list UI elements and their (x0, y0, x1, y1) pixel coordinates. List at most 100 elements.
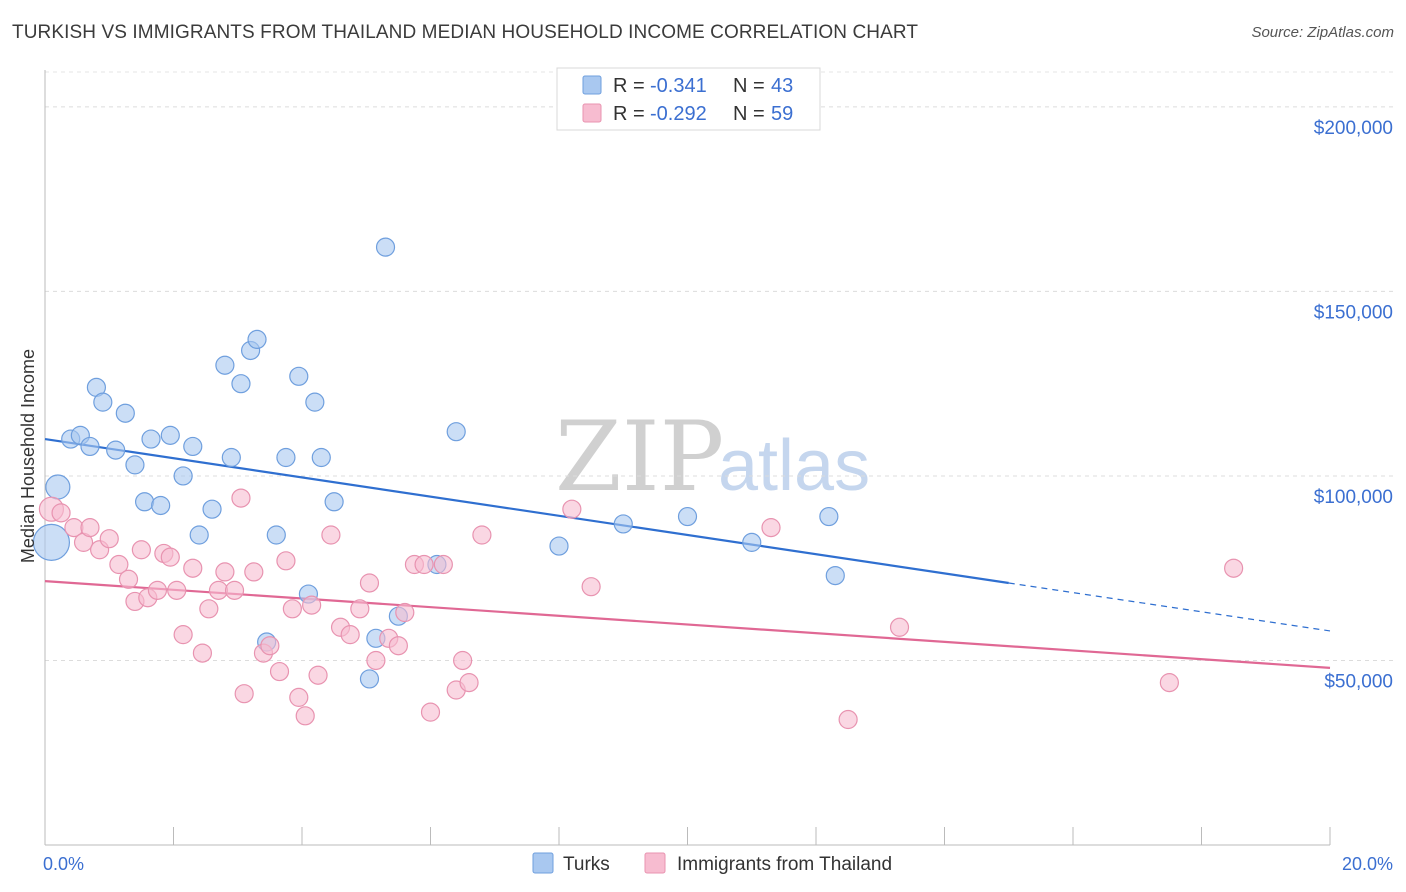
x-tick-label-max: 20.0% (1342, 854, 1393, 874)
x-tick-label-min: 0.0% (43, 854, 84, 874)
legend-r-value-turks: -0.341 (650, 75, 707, 97)
legend-swatch-turks (582, 75, 602, 95)
legend-r-label-thailand: R = (613, 103, 645, 125)
y-axis-label: Median Household Income (18, 349, 38, 563)
point-turks (32, 523, 71, 561)
point-turks (324, 492, 344, 512)
point-thailand (581, 577, 601, 597)
point-thailand (276, 551, 296, 571)
point-thailand (167, 580, 187, 600)
chart-title: TURKISH VS IMMIGRANTS FROM THAILAND MEDI… (12, 22, 919, 43)
point-thailand (199, 599, 219, 619)
point-thailand (359, 573, 380, 593)
point-turks (80, 436, 100, 457)
point-thailand (231, 488, 251, 508)
point-turks (305, 392, 325, 412)
point-thailand (192, 643, 213, 663)
point-thailand (131, 540, 151, 560)
point-thailand (388, 636, 408, 656)
point-thailand (118, 569, 139, 589)
point-thailand (562, 499, 582, 519)
point-thailand (282, 599, 302, 619)
point-thailand (321, 525, 341, 545)
point-turks (311, 447, 331, 468)
point-turks (151, 495, 171, 516)
stats-legend: R = -0.341 N = 43 R = -0.292 N = 59 (556, 67, 821, 131)
point-turks (93, 392, 113, 412)
point-thailand (395, 602, 415, 623)
point-turks (160, 425, 180, 445)
point-thailand (459, 673, 479, 693)
point-turks (189, 525, 209, 545)
point-turks (289, 366, 309, 386)
trend-lines (44, 437, 1331, 669)
point-turks (677, 506, 698, 527)
source-label: Source: ZipAtlas.com (1251, 24, 1394, 41)
y-tick-label: $50,000 (1324, 671, 1393, 692)
point-turks (742, 532, 762, 552)
point-thailand (1159, 673, 1179, 693)
point-turks (215, 355, 235, 375)
point-thailand (295, 706, 315, 726)
point-turks (115, 403, 135, 423)
legend-n-label-thailand: N = (733, 103, 765, 125)
point-thailand (889, 617, 910, 637)
point-thailand (224, 580, 245, 600)
point-thailand (269, 661, 290, 682)
point-thailand (234, 684, 254, 704)
trend-line-turks-extension (1008, 582, 1331, 632)
point-thailand (51, 503, 71, 523)
point-thailand (366, 650, 386, 671)
point-thailand (761, 518, 781, 538)
point-thailand (472, 525, 492, 545)
legend-n-value-thailand: 59 (771, 103, 793, 125)
series-legend-swatch-turks (532, 852, 554, 874)
axes: $50,000 $100,000 $150,000 $200,000 0.0% 20.0% (43, 70, 1393, 874)
point-turks (202, 499, 222, 519)
legend-swatch-thailand (582, 103, 602, 123)
point-turks (221, 447, 241, 468)
watermark-zip: ZIP (555, 401, 724, 513)
series-legend-label-thailand: Immigrants from Thailand (677, 854, 892, 875)
point-turks (613, 514, 633, 534)
legend-n-value-turks: 43 (771, 75, 793, 97)
watermark: ZIP atlas (555, 401, 870, 513)
point-thailand (173, 625, 193, 645)
point-thailand (308, 665, 328, 685)
data-points (32, 237, 1244, 730)
point-thailand (302, 595, 322, 615)
point-turks (549, 536, 569, 556)
point-turks (141, 429, 161, 449)
point-thailand (350, 599, 370, 619)
legend-r-value-thailand: -0.292 (650, 103, 707, 125)
point-thailand (1224, 558, 1244, 578)
point-thailand (147, 580, 168, 600)
point-thailand (340, 625, 360, 645)
point-turks (125, 455, 145, 475)
point-thailand (838, 709, 858, 730)
point-thailand (215, 562, 235, 582)
point-turks (183, 436, 203, 457)
point-turks (247, 329, 267, 350)
point-turks (819, 506, 839, 527)
series-legend-label-turks: Turks (563, 854, 610, 875)
series-legend-swatch-thailand (644, 852, 666, 874)
point-turks (359, 669, 380, 689)
y-tick-label: $200,000 (1314, 118, 1393, 139)
point-turks (45, 474, 71, 500)
point-thailand (160, 547, 180, 567)
point-turks (134, 492, 155, 512)
point-thailand (260, 636, 280, 656)
point-thailand (433, 554, 453, 575)
legend-r-label-turks: R = (613, 75, 645, 97)
point-turks (106, 440, 126, 460)
point-thailand (289, 687, 309, 707)
point-turks (173, 466, 193, 486)
legend-n-label-turks: N = (733, 75, 765, 97)
point-turks (446, 422, 466, 442)
y-tick-label: $150,000 (1314, 302, 1393, 323)
point-thailand (183, 558, 203, 578)
point-turks (375, 237, 396, 257)
point-thailand (244, 562, 264, 582)
